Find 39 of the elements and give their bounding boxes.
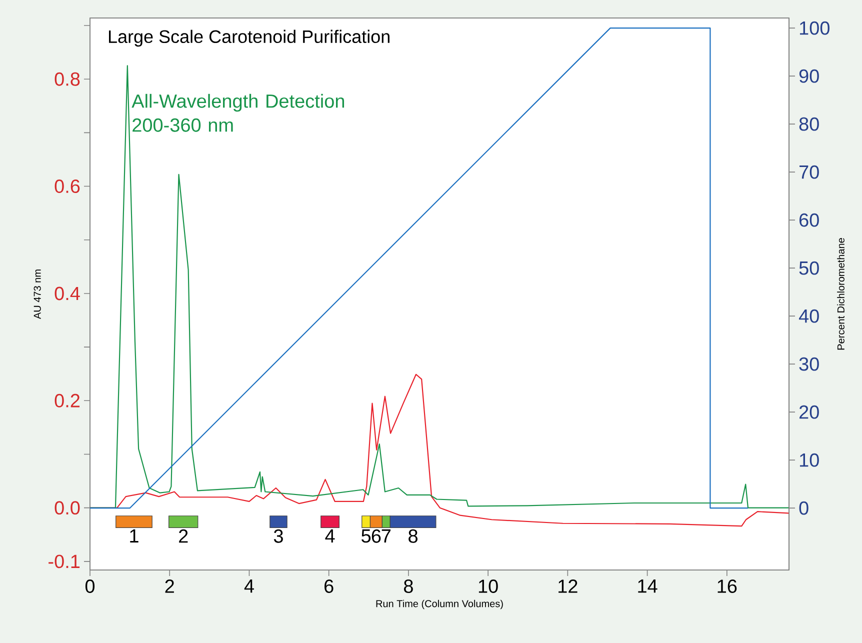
annotation: 2	[179, 529, 188, 543]
annotation: 8	[408, 529, 418, 543]
x-tick-label: 12	[558, 580, 578, 593]
series-label: All-Wavelength Detection 200-360 nm	[132, 94, 344, 132]
x-tick-label: 10	[478, 580, 498, 593]
x-tick-label: 8	[404, 580, 413, 593]
annotation: 6	[372, 529, 381, 543]
y-tick-label: 0.6	[54, 180, 80, 194]
y2-tick-label: 40	[798, 309, 819, 323]
annotation: 5	[362, 529, 371, 543]
x-tick-label: 16	[718, 580, 737, 593]
x-axis-title: Run Time (Column Volumes)	[376, 600, 503, 610]
text: Large Scale Carotenoid Purification	[108, 30, 390, 47]
y2-tick-label: 50	[799, 261, 819, 275]
y2-tick-label: 90	[799, 69, 819, 83]
x-tick-label: 6	[324, 580, 334, 593]
y2-tick-label: 20	[800, 405, 819, 419]
y2-tick-label: 70	[800, 165, 819, 179]
y-tick-label: 0.0	[54, 501, 80, 515]
y-tick-label: 0.2	[54, 394, 80, 408]
x-tick-label: 14	[638, 580, 658, 593]
annotation: 1	[130, 529, 138, 542]
y2-axis-title: Percent Dichloromethane	[837, 238, 844, 350]
y-tick-label: 0.4	[54, 286, 80, 300]
y-tick-label: -0.1	[48, 554, 80, 568]
y-tick-label: 0.8	[54, 72, 80, 86]
y2-tick-label: 100	[800, 21, 830, 35]
x-tick-label: 4	[244, 580, 254, 593]
y2-tick-label: 60	[800, 213, 819, 227]
y2-tick-label: 10	[800, 453, 819, 467]
y2-tick-label: 30	[799, 357, 819, 371]
y2-tick-label: 0	[799, 501, 808, 515]
annotation: 7	[382, 529, 390, 542]
x-tick-label: 2	[165, 580, 174, 593]
y-axis-title: AU 473 nm	[34, 270, 41, 319]
x-tick-label: 0	[85, 580, 95, 593]
annotation: 4	[325, 529, 335, 542]
annotation: 3	[274, 529, 283, 543]
y2-tick-label: 80	[799, 117, 819, 131]
